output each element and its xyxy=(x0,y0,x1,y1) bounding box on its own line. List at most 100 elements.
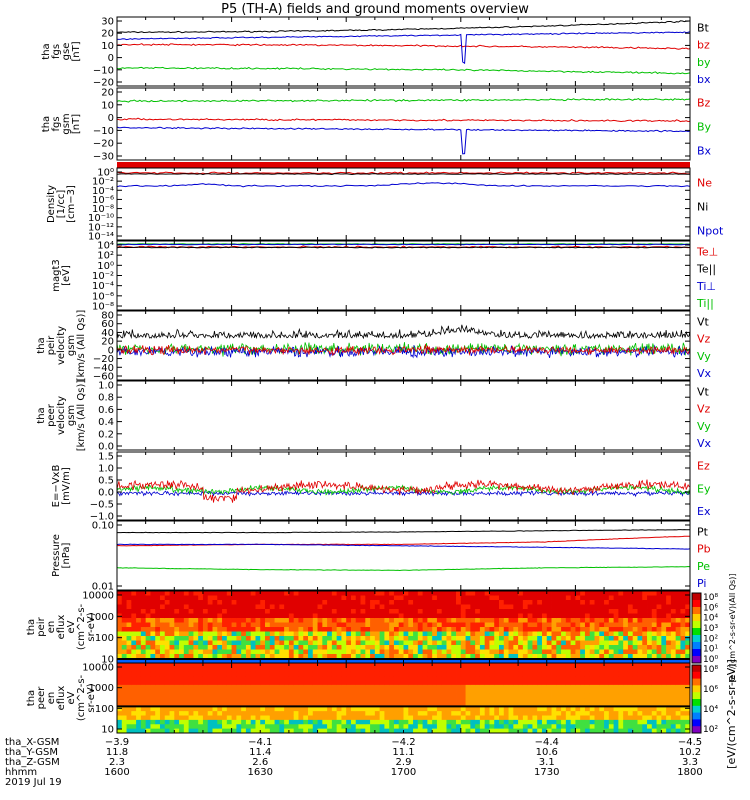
spectrogram-cell xyxy=(136,663,142,668)
spectrogram-cell xyxy=(537,636,543,641)
spectrogram-cell xyxy=(226,706,232,712)
spectrogram-cell xyxy=(556,706,562,712)
spectrogram-cell xyxy=(584,676,591,681)
spectrogram-cell xyxy=(188,618,194,623)
spectrogram-cell xyxy=(551,671,557,677)
spectrogram-cell xyxy=(269,631,275,637)
spectrogram-cell xyxy=(308,706,314,712)
spectrogram-cell xyxy=(365,636,371,641)
spectrogram-cell xyxy=(518,702,524,708)
spectrogram-cell xyxy=(336,622,342,628)
series-bz xyxy=(116,117,691,123)
spectrogram-cell xyxy=(613,728,619,734)
spectrogram-cell xyxy=(647,663,653,668)
spectrogram-cell xyxy=(327,595,333,601)
spectrogram-cell xyxy=(303,706,309,712)
spectrogram-cell xyxy=(522,631,529,637)
spectrogram-cell xyxy=(670,640,677,646)
spectrogram-cell xyxy=(245,706,252,712)
spectrogram-cell xyxy=(279,719,285,725)
spectrogram-cell xyxy=(608,649,615,655)
spectrogram-cell xyxy=(651,654,657,659)
spectrogram-cell xyxy=(150,706,156,712)
spectrogram-cell xyxy=(446,724,452,730)
spectrogram-cell xyxy=(389,724,395,730)
spectrogram-cell xyxy=(427,649,433,655)
spectrogram-cell xyxy=(126,649,132,655)
spectrogram-cell xyxy=(179,654,185,659)
spectrogram-cell xyxy=(293,724,299,730)
spectrogram-cell xyxy=(121,711,127,716)
spectrogram-cell xyxy=(436,604,443,610)
spectrogram-cell xyxy=(303,658,309,664)
spectrogram-cell xyxy=(379,706,385,712)
spectrogram-cell xyxy=(288,622,295,628)
spectrogram-cell xyxy=(675,706,681,712)
spectrogram-cell xyxy=(298,676,304,681)
spectrogram-cell xyxy=(226,693,232,699)
spectrogram-cell xyxy=(475,649,481,655)
spectrogram-cell xyxy=(379,618,385,623)
spectrogram-cell xyxy=(131,715,137,721)
spectrogram-cell xyxy=(322,600,328,605)
spectrogram-cell xyxy=(222,728,228,734)
spectrogram-cell xyxy=(599,636,605,641)
spectrogram-cell xyxy=(460,676,466,681)
spectrogram-cell xyxy=(222,724,228,730)
spectrogram-cell xyxy=(608,671,615,677)
spectrogram-cell xyxy=(670,724,677,730)
spectrogram-cell xyxy=(212,676,218,681)
spectrogram-cell xyxy=(446,640,452,646)
spectrogram-cell xyxy=(494,693,500,699)
spectrogram-cell xyxy=(456,715,462,721)
spectrogram-cell xyxy=(489,613,495,619)
spectrogram-cell xyxy=(245,600,252,605)
spectrogram-cell xyxy=(150,689,156,695)
spectrogram-cell xyxy=(532,654,538,659)
spectrogram-cell xyxy=(475,663,481,668)
spectrogram-cell xyxy=(594,676,600,681)
spectrogram-cell xyxy=(618,667,624,673)
spectrogram-cell xyxy=(551,609,557,614)
spectrogram-cell xyxy=(174,618,180,623)
spectrogram-cell xyxy=(522,680,529,686)
spectrogram-cell xyxy=(570,719,576,725)
spectrogram-cell xyxy=(580,680,586,686)
spectrogram-cell xyxy=(685,728,691,734)
spectrogram-cell xyxy=(661,689,667,695)
spectrogram-cell xyxy=(174,702,180,708)
spectrogram-cell xyxy=(140,645,147,650)
spectrogram-cell xyxy=(685,715,691,721)
spectrogram-cell xyxy=(145,609,151,614)
spectrogram-cell xyxy=(279,609,285,614)
spectrogram-cell xyxy=(618,645,624,650)
spectrogram-cell xyxy=(279,649,285,655)
spectrogram-cell xyxy=(527,663,533,668)
spectrogram-cell xyxy=(503,671,509,677)
spectrogram-cell xyxy=(308,715,314,721)
legend-e-field-0: Ez xyxy=(697,460,710,473)
spectrogram-cell xyxy=(532,719,538,725)
spectrogram-cell xyxy=(336,724,342,730)
spectrogram-cell xyxy=(384,663,390,668)
spectrogram-cell xyxy=(370,618,376,623)
spectrogram-cell xyxy=(666,654,672,659)
spectrogram-cell xyxy=(661,667,667,673)
spectrogram-cell xyxy=(231,627,237,632)
spectrogram-cell xyxy=(570,698,576,703)
spectrogram-cell xyxy=(393,715,400,721)
spectrogram-cell xyxy=(518,654,524,659)
spectrogram-cell xyxy=(685,671,691,677)
spectrogram-cell xyxy=(298,649,304,655)
spectrogram-cell xyxy=(389,693,395,699)
spectrogram-cell xyxy=(384,618,390,623)
spectrogram-cell xyxy=(580,711,586,716)
spectrogram-cell xyxy=(451,645,457,650)
spectrogram-cell xyxy=(236,724,242,730)
spectrogram-cell xyxy=(532,680,538,686)
spectrogram-cell xyxy=(303,711,309,716)
spectrogram-cell xyxy=(484,622,490,628)
spectrogram-cell xyxy=(374,711,381,716)
spectrogram-cell xyxy=(680,600,686,605)
spectrogram-cell xyxy=(174,684,180,690)
